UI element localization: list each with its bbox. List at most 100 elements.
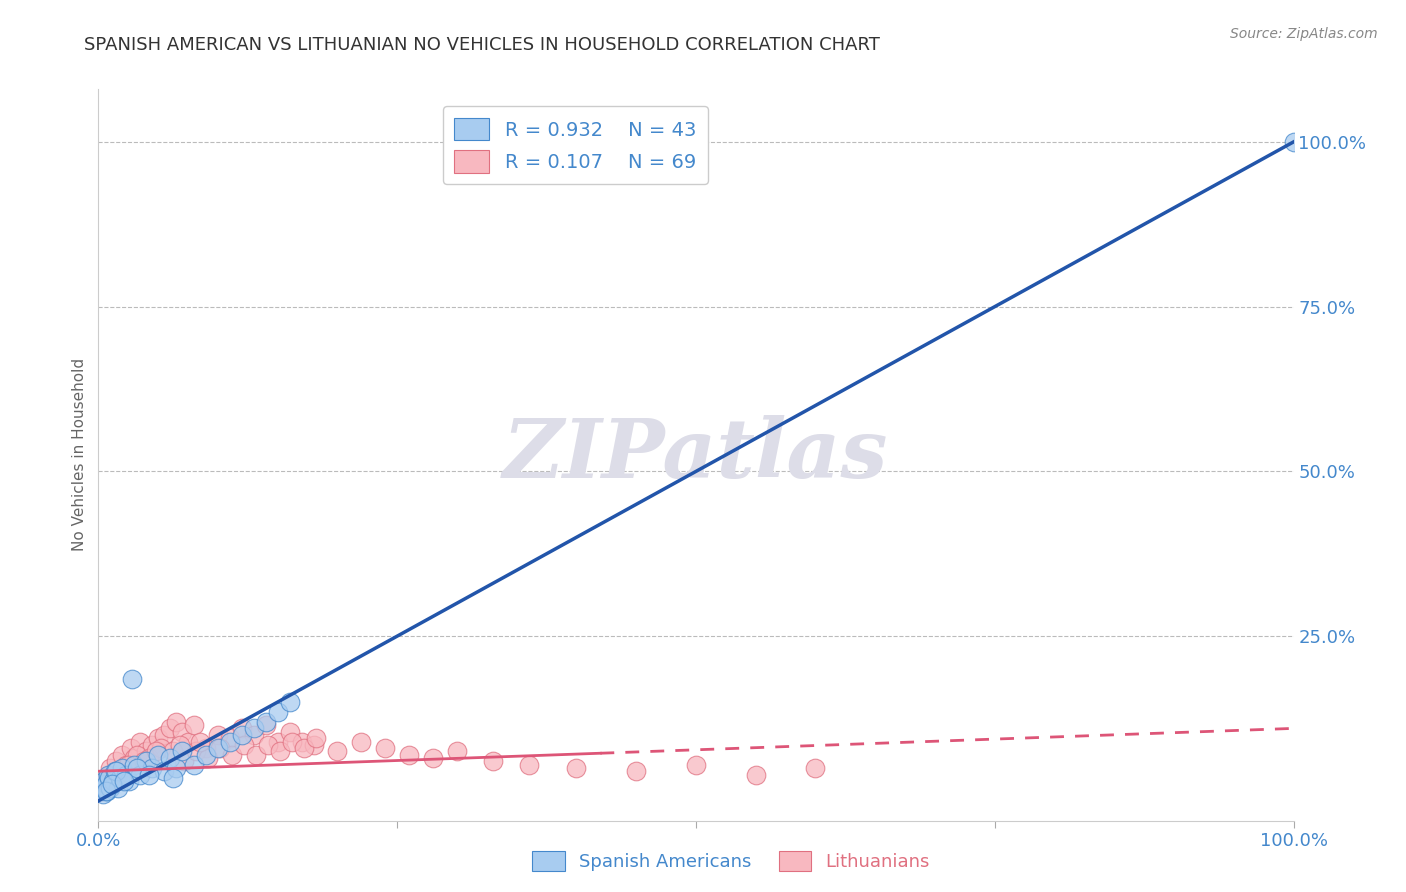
Point	[105, 764, 128, 779]
Point	[278, 695, 301, 709]
Point	[93, 774, 115, 789]
Point	[117, 757, 139, 772]
Point	[159, 722, 181, 736]
Legend: R = 0.932    N = 43, R = 0.107    N = 69: R = 0.932 N = 43, R = 0.107 N = 69	[443, 106, 709, 185]
Point	[108, 764, 131, 779]
Point	[165, 714, 187, 729]
Point	[98, 780, 122, 795]
Point	[124, 751, 146, 765]
Point	[626, 764, 648, 779]
Point	[108, 771, 131, 785]
Point	[97, 767, 120, 781]
Point	[207, 741, 229, 756]
Point	[183, 718, 205, 732]
Point	[374, 741, 396, 756]
Point	[104, 764, 127, 779]
Point	[91, 780, 114, 795]
Point	[112, 774, 135, 789]
Point	[153, 728, 176, 742]
Point	[422, 751, 444, 765]
Point	[105, 755, 128, 769]
Point	[269, 744, 291, 758]
Point	[446, 744, 468, 758]
Point	[153, 764, 176, 779]
Point	[183, 757, 205, 772]
Point	[145, 744, 167, 758]
Point	[115, 757, 138, 772]
Point	[173, 755, 195, 769]
Point	[125, 761, 148, 775]
Point	[124, 757, 146, 772]
Point	[243, 722, 266, 736]
Point	[177, 734, 200, 748]
Point	[169, 738, 191, 752]
Text: Source: ZipAtlas.com: Source: ZipAtlas.com	[1230, 27, 1378, 41]
Point	[219, 731, 242, 746]
Point	[482, 755, 505, 769]
Point	[195, 741, 218, 756]
Point	[165, 761, 187, 775]
Y-axis label: No Vehicles in Household: No Vehicles in Household	[72, 359, 87, 551]
Point	[159, 751, 181, 765]
Point	[685, 757, 707, 772]
Point	[278, 724, 301, 739]
Point	[257, 738, 280, 752]
Point	[120, 741, 142, 756]
Point	[209, 741, 232, 756]
Point	[96, 780, 118, 795]
Point	[195, 747, 218, 762]
Point	[90, 784, 112, 798]
Point	[111, 761, 134, 775]
Point	[221, 747, 243, 762]
Point	[148, 731, 170, 746]
Point	[129, 767, 152, 781]
Point	[100, 777, 122, 791]
Point	[267, 734, 290, 748]
Legend: Spanish Americans, Lithuanians: Spanish Americans, Lithuanians	[524, 844, 938, 879]
Point	[149, 741, 172, 756]
Point	[172, 724, 194, 739]
Point	[186, 744, 208, 758]
Point	[291, 734, 314, 748]
Point	[90, 777, 112, 791]
Point	[565, 761, 588, 775]
Point	[254, 714, 277, 729]
Point	[125, 747, 148, 762]
Point	[129, 734, 152, 748]
Point	[245, 747, 267, 762]
Point	[281, 734, 304, 748]
Point	[398, 747, 420, 762]
Point	[135, 744, 157, 758]
Point	[172, 744, 194, 758]
Point	[115, 767, 138, 781]
Point	[91, 784, 114, 798]
Point	[94, 784, 117, 798]
Point	[111, 747, 134, 762]
Point	[97, 774, 120, 789]
Point	[132, 755, 155, 769]
Point	[101, 771, 124, 785]
Point	[121, 672, 143, 686]
Point	[302, 738, 325, 752]
Point	[207, 728, 229, 742]
Point	[267, 705, 290, 719]
Point	[91, 787, 114, 801]
Point	[292, 741, 315, 756]
Point	[1282, 135, 1305, 149]
Point	[93, 774, 115, 789]
Point	[231, 722, 253, 736]
Point	[162, 744, 184, 758]
Point	[219, 734, 242, 748]
Point	[141, 761, 163, 775]
Point	[135, 755, 157, 769]
Point	[107, 780, 129, 795]
Point	[94, 777, 117, 791]
Point	[197, 751, 219, 765]
Point	[350, 734, 373, 748]
Point	[305, 731, 328, 746]
Point	[162, 771, 184, 785]
Point	[98, 771, 121, 785]
Point	[243, 728, 266, 742]
Point	[138, 751, 160, 765]
Point	[96, 784, 118, 798]
